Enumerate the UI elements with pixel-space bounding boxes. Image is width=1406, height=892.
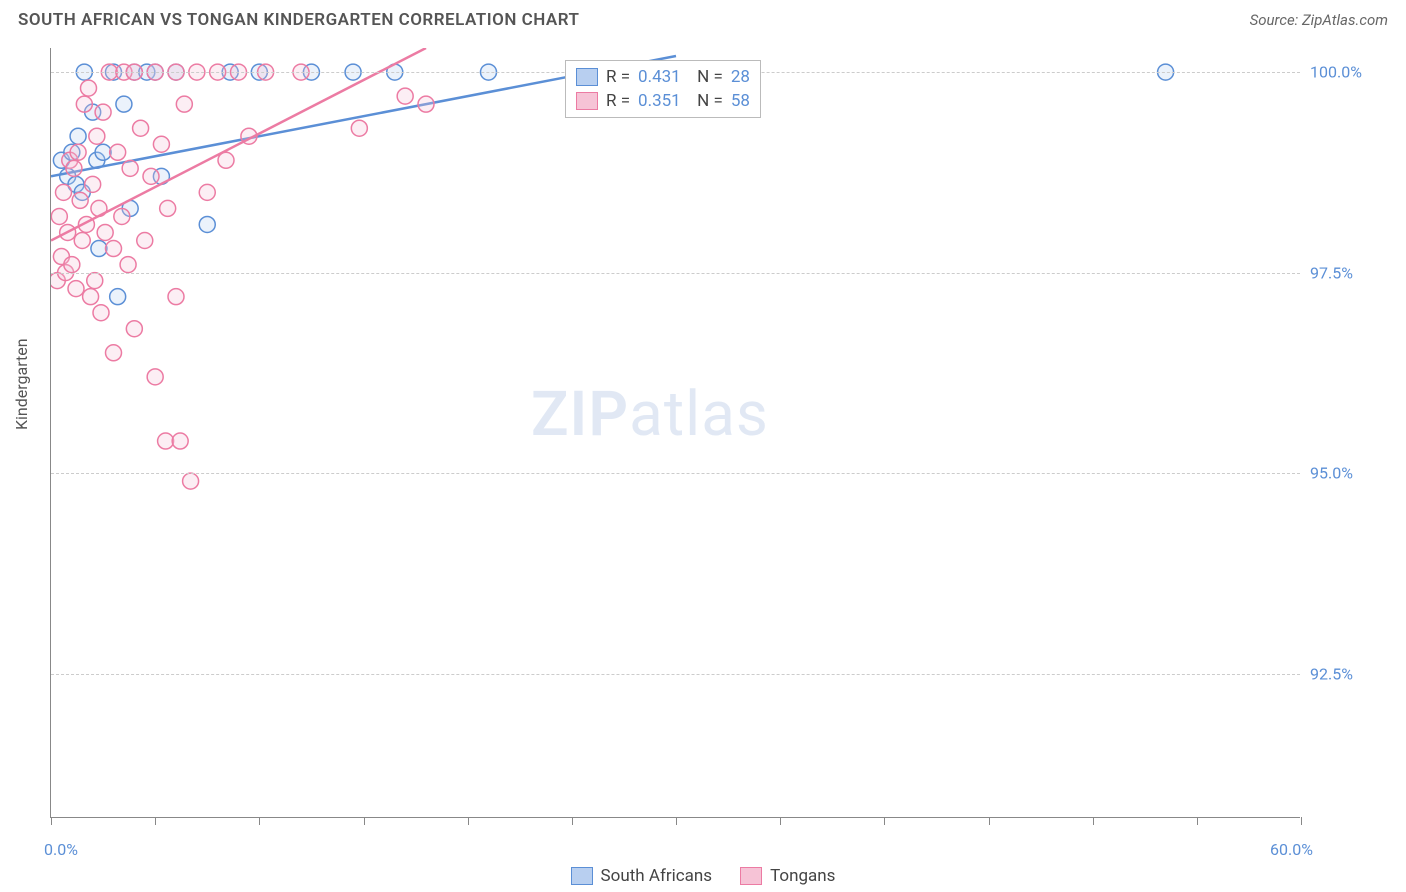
stats-r-value: 0.431	[638, 67, 681, 87]
y-tick-label: 97.5%	[1310, 263, 1395, 282]
source-prefix: Source:	[1250, 11, 1302, 29]
gridline-h	[51, 674, 1300, 675]
stats-r-label: R =	[606, 67, 630, 87]
tongans-point	[64, 257, 80, 273]
south_africans-point	[91, 241, 107, 257]
tongans-point	[76, 96, 92, 112]
legend-label: South Africans	[601, 866, 713, 886]
tongans-point	[351, 120, 367, 136]
south_africans-point	[70, 128, 86, 144]
tongans-point	[89, 128, 105, 144]
tongans-point	[70, 144, 86, 160]
stats-n-label: N =	[689, 91, 723, 111]
tongans-point	[133, 120, 149, 136]
south_africans-point	[199, 216, 215, 232]
x-tick	[259, 817, 260, 825]
tongans-point	[183, 473, 199, 489]
tongans-point	[81, 80, 97, 96]
source-credit: Source: ZipAtlas.com	[1250, 11, 1388, 29]
tongans-point	[106, 345, 122, 361]
y-tick-label: 100.0%	[1310, 63, 1395, 82]
x-tick	[51, 817, 52, 825]
scatter-plot-svg	[51, 48, 1300, 817]
gridline-h	[51, 273, 1300, 274]
stats-n-value: 58	[731, 91, 750, 111]
gridline-h	[51, 473, 1300, 474]
tongans-point	[126, 321, 142, 337]
x-tick	[780, 817, 781, 825]
stats-row-tongans: R = 0.351 N = 58	[576, 89, 750, 113]
tongans-point	[95, 104, 111, 120]
tongans-point	[160, 200, 176, 216]
legend-swatch	[740, 867, 762, 885]
tongans-point	[143, 168, 159, 184]
stats-swatch	[576, 68, 598, 86]
tongans-point	[176, 96, 192, 112]
tongans-point	[172, 433, 188, 449]
tongans-point	[137, 233, 153, 249]
y-axis-title: Kindergarten	[12, 338, 31, 430]
stats-r-value: 0.351	[638, 91, 681, 111]
tongans-point	[93, 305, 109, 321]
tongans-point	[85, 176, 101, 192]
tongans-point	[97, 224, 113, 240]
tongans-point	[56, 184, 72, 200]
chart-plot-area: ZIPatlas 100.0%97.5%95.0%92.5%	[50, 48, 1300, 818]
tongans-point	[397, 88, 413, 104]
x-tick	[155, 817, 156, 825]
chart-title: SOUTH AFRICAN VS TONGAN KINDERGARTEN COR…	[18, 10, 579, 30]
x-tick	[468, 817, 469, 825]
tongans-point	[158, 433, 174, 449]
x-tick	[884, 817, 885, 825]
tongans-point	[114, 208, 130, 224]
tongans-point	[66, 160, 82, 176]
tongans-point	[87, 273, 103, 289]
correlation-stats-box: R = 0.431 N = 28R = 0.351 N = 58	[565, 60, 761, 118]
legend-item: South Africans	[571, 866, 713, 886]
stats-r-label: R =	[606, 91, 630, 111]
x-tick	[1197, 817, 1198, 825]
tongans-point	[153, 136, 169, 152]
legend-label: Tongans	[770, 866, 835, 886]
tongans-point	[122, 160, 138, 176]
x-axis-max-label: 60.0%	[1270, 840, 1313, 859]
stats-n-value: 28	[731, 67, 750, 87]
stats-swatch	[576, 92, 598, 110]
south_africans-point	[95, 144, 111, 160]
tongans-point	[83, 289, 99, 305]
x-tick	[1301, 817, 1302, 825]
x-axis-min-label: 0.0%	[44, 840, 78, 859]
tongans-point	[147, 369, 163, 385]
stats-row-south_africans: R = 0.431 N = 28	[576, 65, 750, 89]
tongans-point	[74, 233, 90, 249]
x-tick	[572, 817, 573, 825]
stats-n-label: N =	[689, 67, 723, 87]
tongans-point	[199, 184, 215, 200]
tongans-point	[72, 192, 88, 208]
y-tick-label: 92.5%	[1310, 664, 1395, 683]
tongans-point	[168, 289, 184, 305]
x-tick	[1093, 817, 1094, 825]
tongans-point	[120, 257, 136, 273]
south_africans-point	[116, 96, 132, 112]
tongans-point	[51, 208, 67, 224]
legend-swatch	[571, 867, 593, 885]
x-tick	[989, 817, 990, 825]
tongans-point	[106, 241, 122, 257]
south_africans-point	[110, 289, 126, 305]
tongans-point	[418, 96, 434, 112]
y-tick-label: 95.0%	[1310, 464, 1395, 483]
x-tick	[364, 817, 365, 825]
header: SOUTH AFRICAN VS TONGAN KINDERGARTEN COR…	[0, 0, 1406, 36]
legend-item: Tongans	[740, 866, 835, 886]
tongans-point	[110, 144, 126, 160]
source-name: ZipAtlas.com	[1302, 11, 1388, 29]
legend: South Africans Tongans	[0, 866, 1406, 886]
tongans-point	[68, 281, 84, 297]
x-tick	[676, 817, 677, 825]
